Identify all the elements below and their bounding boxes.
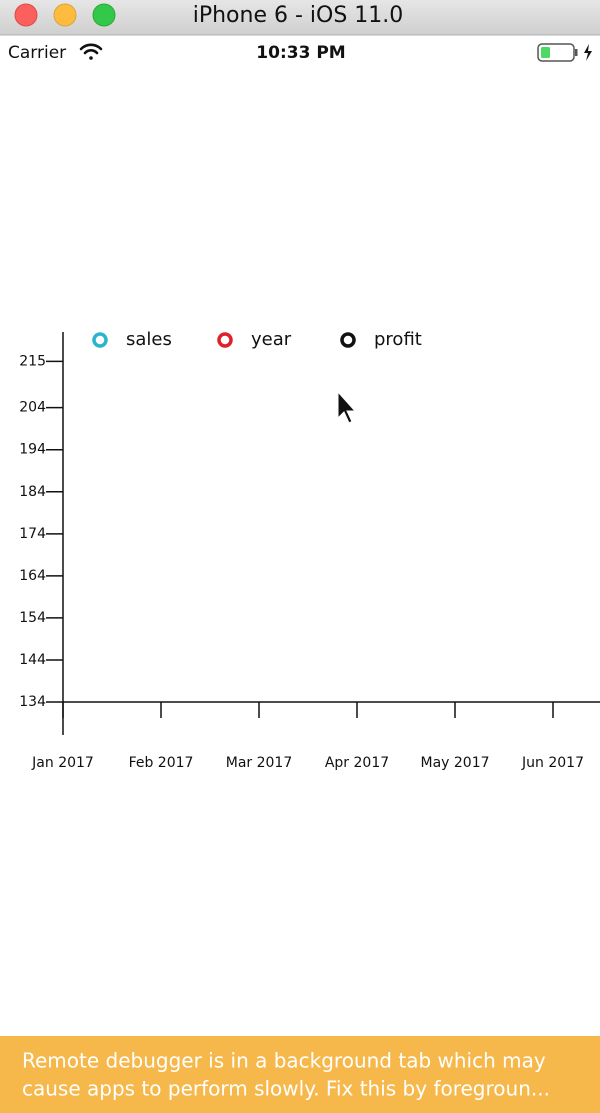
close-button[interactable] [14, 3, 38, 27]
x-tick-label: Apr 2017 [325, 755, 389, 771]
zoom-button[interactable] [92, 3, 116, 27]
legend-marker [217, 332, 233, 348]
y-tick-label: 144 [19, 652, 46, 668]
y-tick-label: 134 [19, 694, 46, 710]
legend-marker [92, 332, 108, 348]
y-tick-label: 194 [19, 442, 46, 458]
y-tick-label: 215 [19, 353, 46, 369]
clock: 10:33 PM [256, 43, 345, 63]
minimize-button[interactable] [53, 3, 77, 27]
legend-marker [340, 332, 356, 348]
x-tick-label: Feb 2017 [129, 755, 194, 771]
x-tick-label: May 2017 [420, 755, 489, 771]
window-title: iPhone 6 - iOS 11.0 [193, 3, 404, 28]
x-tick-label: Jan 2017 [31, 755, 94, 771]
y-tick-label: 174 [19, 526, 46, 542]
y-tick-label: 204 [19, 400, 46, 416]
y-tick-label: 154 [19, 610, 46, 626]
legend-label: profit [374, 329, 422, 350]
battery-icon [537, 43, 592, 62]
x-tick-label: Mar 2017 [226, 755, 293, 771]
y-tick-label: 164 [19, 568, 46, 584]
mouse-cursor [337, 390, 357, 424]
x-tick-label: Jun 2017 [521, 755, 584, 771]
wifi-icon [79, 43, 103, 60]
y-tick-label: 184 [19, 484, 46, 500]
banner-text: cause apps to perform slowly. Fix this b… [22, 1077, 550, 1101]
banner-text: Remote debugger is in a background tab w… [22, 1049, 546, 1073]
carrier: Carrier [8, 43, 66, 63]
debugger-banner[interactable] [0, 1036, 600, 1113]
legend-label: year [251, 329, 292, 350]
legend-label: sales [126, 329, 172, 350]
